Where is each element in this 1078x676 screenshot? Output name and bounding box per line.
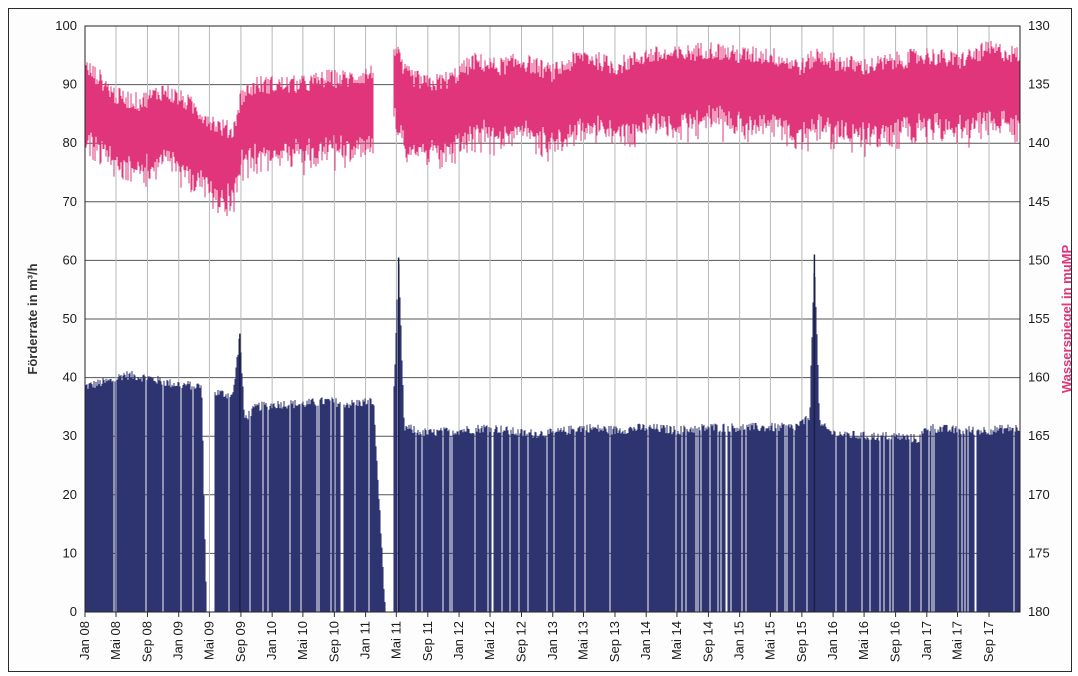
x-tick-label: Jan 10 xyxy=(264,621,279,660)
right-axis-title: Wasserspiegel in muMP xyxy=(1059,245,1071,394)
x-tick-label: Sep 17 xyxy=(981,621,996,662)
right-tick-label: 130 xyxy=(1028,18,1050,33)
x-tick-label: Mai 09 xyxy=(201,621,216,660)
x-tick-label: Sep 14 xyxy=(700,621,715,662)
x-tick-label: Jan 08 xyxy=(77,621,92,660)
right-tick-label: 170 xyxy=(1028,487,1050,502)
left-tick-label: 0 xyxy=(70,604,77,619)
left-tick-label: 40 xyxy=(63,370,77,385)
right-axis-ticks: 180 175 170 165 160 155 150 145 140 135 130 xyxy=(1028,18,1050,619)
left-tick-label: 90 xyxy=(63,77,77,92)
left-tick-label: 60 xyxy=(63,252,77,267)
x-tick-label: Mai 17 xyxy=(950,621,965,660)
x-tick-label: Mai 15 xyxy=(762,621,777,660)
x-axis-ticks: Jan 08 Mai 08 Sep 08 Jan 09 Mai 09 Sep 09 Jan … xyxy=(77,612,996,662)
x-tick-label: Sep 16 xyxy=(888,621,903,662)
left-axis-ticks: 0 10 20 30 40 50 60 70 80 90 100 xyxy=(55,18,77,619)
right-tick-label: 140 xyxy=(1028,135,1050,150)
x-tick-label: Jan 16 xyxy=(825,621,840,660)
x-tick-label: Mai 14 xyxy=(669,621,684,660)
x-tick-label: Sep 15 xyxy=(794,621,809,662)
x-tick-label: Sep 13 xyxy=(607,621,622,662)
left-tick-label: 10 xyxy=(63,545,77,560)
x-tick-label: Sep 08 xyxy=(139,621,154,662)
x-tick-label: Jan 09 xyxy=(171,621,186,660)
x-tick-label: Mai 10 xyxy=(295,621,310,660)
flow-rate-series xyxy=(85,254,1020,612)
right-tick-label: 155 xyxy=(1028,311,1050,326)
x-tick-label: Jan 11 xyxy=(358,621,373,659)
x-tick-label: Sep 11 xyxy=(420,621,435,661)
left-axis-title: Förderrate in m³/h xyxy=(25,263,40,374)
chart-frame: 0 10 20 30 40 50 60 70 80 90 100 180 175 170 165 160 15… xyxy=(8,8,1072,672)
right-tick-label: 175 xyxy=(1028,545,1050,560)
x-tick-label: Sep 10 xyxy=(326,621,341,662)
left-tick-label: 100 xyxy=(55,18,77,33)
right-tick-label: 165 xyxy=(1028,428,1050,443)
x-tick-label: Jan 12 xyxy=(451,621,466,660)
right-tick-label: 135 xyxy=(1028,77,1050,92)
chart: 0 10 20 30 40 50 60 70 80 90 100 180 175 170 165 160 15… xyxy=(25,18,1071,662)
x-tick-label: Jan 17 xyxy=(919,621,934,660)
right-tick-label: 180 xyxy=(1028,604,1050,619)
left-tick-label: 50 xyxy=(63,311,77,326)
x-tick-label: Mai 13 xyxy=(575,621,590,660)
x-tick-label: Mai 12 xyxy=(482,621,497,660)
left-tick-label: 20 xyxy=(63,487,77,502)
right-tick-label: 150 xyxy=(1028,252,1050,267)
right-tick-label: 160 xyxy=(1028,370,1050,385)
x-tick-label: Sep 09 xyxy=(233,621,248,662)
x-tick-label: Mai 16 xyxy=(856,621,871,660)
water-level-series xyxy=(85,40,1020,217)
left-tick-label: 80 xyxy=(63,135,77,150)
x-tick-label: Jan 14 xyxy=(638,621,653,660)
x-tick-label: Mai 08 xyxy=(108,621,123,660)
left-tick-label: 30 xyxy=(63,428,77,443)
right-tick-label: 145 xyxy=(1028,194,1050,209)
x-tick-label: Sep 12 xyxy=(514,621,529,662)
left-tick-label: 70 xyxy=(63,194,77,209)
x-tick-label: Jan 13 xyxy=(545,621,560,660)
x-tick-label: Jan 15 xyxy=(732,621,747,660)
x-tick-label: Mai 11 xyxy=(388,621,403,659)
